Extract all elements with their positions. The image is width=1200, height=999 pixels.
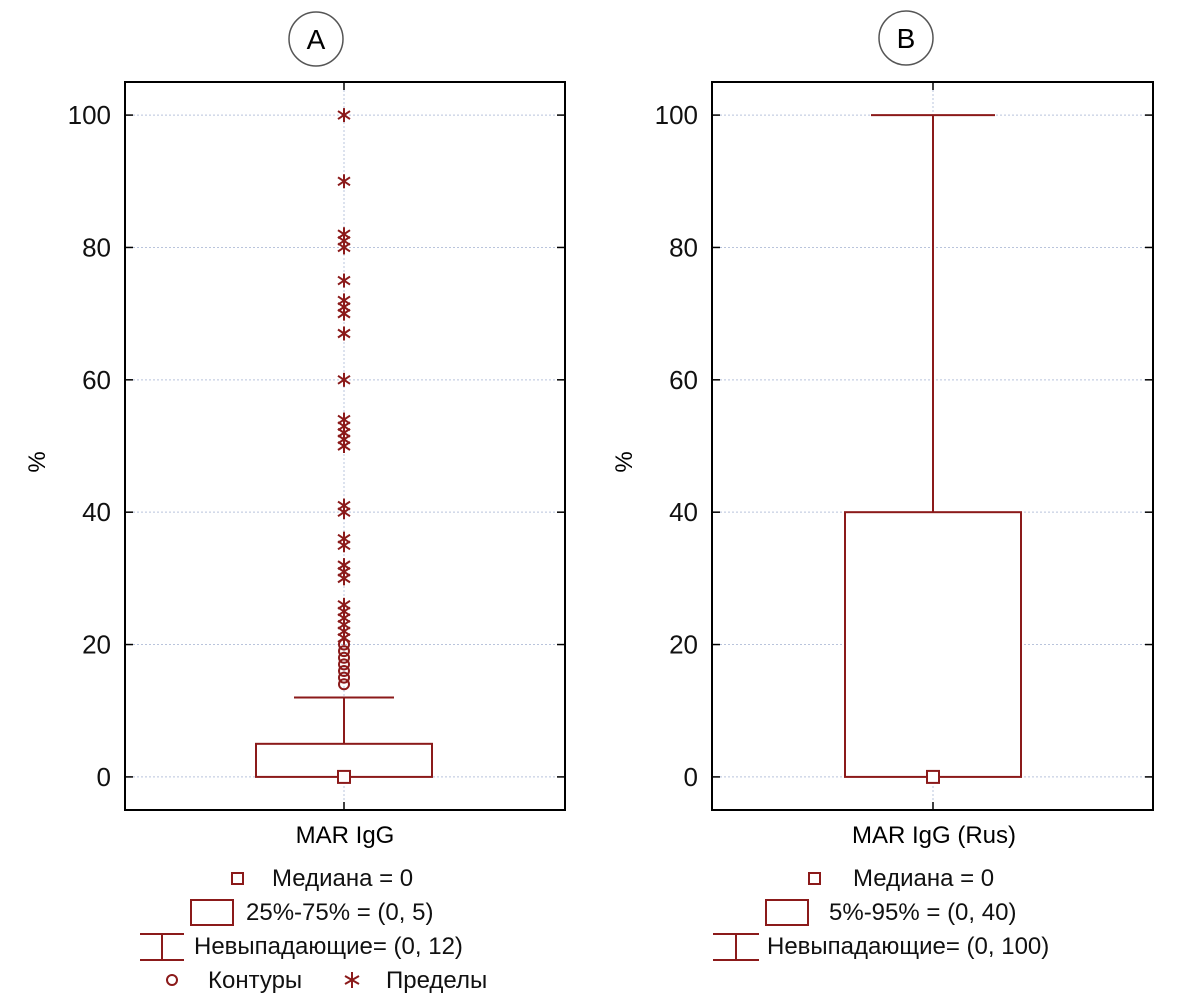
extreme-point-stroke (337, 600, 351, 610)
panel-a-y-axis-label: % (24, 451, 51, 472)
legend-item: 5%-95% = (0, 40) (705, 896, 1165, 930)
y-tick-label: 60 (669, 365, 698, 395)
extreme-point-stroke (337, 414, 351, 425)
legend-label: 5%-95% = (0, 40) (829, 899, 1017, 926)
panel-a: A % 0 20 40 60 80 100 MAR IgG (24, 11, 566, 849)
outlier-circle-icon (166, 974, 178, 986)
y-tick-label: 60 (82, 365, 111, 395)
y-tick-label: 40 (669, 497, 698, 527)
extreme-point-stroke (337, 560, 351, 570)
y-tick-label: 80 (669, 232, 698, 262)
y-tick-label: 0 (97, 762, 111, 792)
extreme-point-stroke (337, 229, 351, 240)
legend-label: Невыпадающие= (0, 12) (194, 933, 463, 960)
panel-b-label-circle (878, 10, 934, 66)
legend-item: Невыпадающие= (0, 100) (705, 930, 1165, 964)
extreme-point-stroke (337, 500, 351, 511)
legend-item: 25%-75% = (0, 5) (130, 896, 550, 930)
outlier-point (338, 671, 350, 684)
iqr-box (844, 511, 1022, 778)
extreme-point (337, 558, 351, 573)
panel-b-plot: 0 20 40 60 80 100 (655, 81, 1154, 811)
y-tick-label: 20 (669, 630, 698, 660)
extreme-point-stroke (337, 374, 351, 385)
panel-a-x-category-label: MAR IgG (296, 822, 395, 849)
panel-b-x-category-label: MAR IgG (Rus) (852, 822, 1016, 849)
outlier-point (338, 665, 350, 678)
median-marker (926, 769, 940, 784)
median-marker (337, 769, 351, 784)
panel-a-label: A (307, 24, 326, 55)
outlier-point (338, 645, 350, 658)
extreme-point (337, 227, 351, 242)
legend-item: Медиана = 0 (130, 862, 550, 896)
extreme-point-stroke (337, 295, 351, 306)
legend-item: Медиана = 0 (705, 862, 1165, 896)
panel-a-plot: 0 20 40 60 80 100 (68, 81, 566, 811)
median-square-icon (231, 872, 244, 885)
whisker-range-icon (713, 933, 759, 961)
legend-label: Медиана = 0 (853, 865, 995, 892)
extreme-point (337, 293, 351, 308)
extreme-point-stroke (337, 533, 351, 544)
outlier-point (338, 651, 350, 664)
outlier-point (338, 658, 350, 671)
panel-b-y-axis-label: % (611, 451, 638, 472)
extreme-point (337, 174, 351, 189)
y-tick-label: 100 (68, 100, 111, 130)
extreme-point (337, 273, 351, 288)
box-rect-icon (765, 899, 809, 926)
plot-frame (124, 81, 566, 811)
y-tick-label: 80 (82, 232, 111, 262)
panel-b: B % 0 20 40 60 80 100 MAR IgG (Rus) (611, 10, 1154, 849)
legend-item: Невыпадающие= (0, 12) (130, 930, 550, 964)
extreme-point-stroke (337, 176, 351, 187)
extreme-point (337, 531, 351, 546)
legend-item: Контуры Пределы (130, 964, 550, 998)
extreme-point (337, 108, 351, 123)
extreme-point (337, 597, 351, 612)
extreme-point-stroke (337, 110, 351, 120)
panel-b-legend: Медиана = 0 5%-95% = (0, 40) Невыпадающи… (705, 862, 1165, 964)
extreme-point (337, 326, 351, 341)
extreme-point-stroke (337, 328, 351, 339)
legend-label: Контуры (208, 967, 303, 994)
box-rect-icon (190, 899, 234, 926)
median-square-icon (808, 872, 821, 885)
y-tick-label: 0 (684, 762, 698, 792)
whisker-range-icon (140, 933, 184, 961)
legend-label: Медиана = 0 (272, 865, 414, 892)
extreme-asterisk-icon (344, 972, 360, 988)
panel-a-legend: Медиана = 0 25%-75% = (0, 5) Невыпадающи… (130, 862, 550, 998)
legend-label: 25%-75% = (0, 5) (246, 899, 434, 926)
y-tick-label: 100 (655, 100, 698, 130)
extreme-point-stroke (337, 275, 351, 286)
legend-label: Невыпадающие= (0, 100) (767, 933, 1050, 960)
panel-b-label: B (897, 23, 916, 54)
panel-a-label-circle (288, 11, 344, 67)
extreme-point (337, 372, 351, 387)
outlier-point (338, 678, 350, 691)
y-tick-label: 20 (82, 630, 111, 660)
extreme-point (337, 412, 351, 427)
y-tick-label: 40 (82, 497, 111, 527)
extreme-point (337, 498, 351, 513)
legend-label: Пределы (386, 967, 488, 994)
